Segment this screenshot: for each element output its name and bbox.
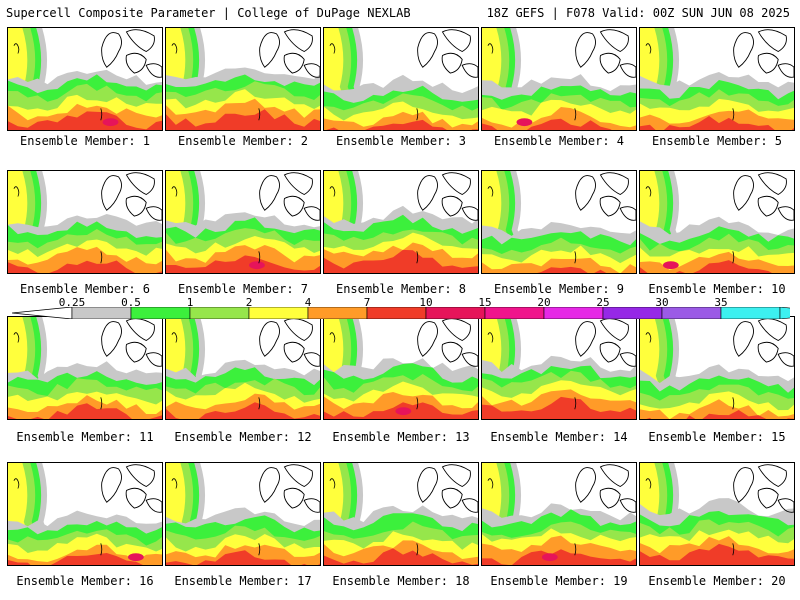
ensemble-member-label: Ensemble Member: 13	[332, 430, 470, 444]
color-scale-swatch	[248, 307, 309, 319]
ensemble-member-map	[165, 462, 321, 566]
ensemble-member-label: Ensemble Member: 14	[490, 430, 628, 444]
ensemble-member-label: Ensemble Member: 5	[651, 134, 783, 148]
ensemble-member-map	[7, 462, 163, 566]
ensemble-member-map	[7, 316, 163, 420]
ensemble-member-map	[323, 27, 479, 131]
color-scale-tick-label: 15	[478, 296, 492, 309]
color-scale-tick-label: 10	[419, 296, 433, 309]
ensemble-member-map	[165, 27, 321, 131]
color-scale-tick-label: 20	[537, 296, 551, 309]
ensemble-member-map	[639, 462, 795, 566]
color-scale-tick-label: 4	[304, 296, 312, 309]
ensemble-member-label: Ensemble Member: 12	[174, 430, 312, 444]
color-scale-tick-label: 35	[714, 296, 728, 309]
color-scale-bar	[12, 307, 790, 319]
map-title: Supercell Composite Parameter | College …	[6, 6, 411, 20]
ensemble-member-map	[481, 27, 637, 131]
color-scale-tick-label: 0.25	[58, 296, 86, 309]
ensemble-member-map	[481, 316, 637, 420]
ensemble-member-label: Ensemble Member: 3	[335, 134, 467, 148]
ensemble-member-map	[639, 27, 795, 131]
ensemble-member-label: Ensemble Member: 2	[177, 134, 309, 148]
color-scale-swatch	[543, 307, 604, 319]
ensemble-member-map	[481, 170, 637, 274]
ensemble-member-map	[165, 170, 321, 274]
ensemble-member-label: Ensemble Member: 6	[19, 282, 151, 296]
color-scale-tick-label: 2	[245, 296, 253, 309]
ensemble-member-label: Ensemble Member: 19	[490, 574, 628, 588]
ensemble-member-map	[165, 316, 321, 420]
ensemble-member-map	[323, 170, 479, 274]
run-valid-time: 18Z GEFS | F078 Valid: 00Z SUN JUN 08 20…	[486, 6, 790, 20]
ensemble-member-label: Ensemble Member: 8	[335, 282, 467, 296]
ensemble-member-label: Ensemble Member: 18	[332, 574, 470, 588]
color-scale-swatch	[307, 307, 368, 319]
color-scale-tick-label: 30	[655, 296, 669, 309]
ensemble-member-label: Ensemble Member: 17	[174, 574, 312, 588]
color-scale-swatch	[484, 307, 545, 319]
ensemble-member-label: Ensemble Member: 15	[648, 430, 786, 444]
ensemble-member-label: Ensemble Member: 10	[648, 282, 786, 296]
ensemble-member-label: Ensemble Member: 1	[19, 134, 151, 148]
color-scale-swatch	[602, 307, 663, 319]
ensemble-member-label: Ensemble Member: 16	[16, 574, 154, 588]
color-scale-swatch	[661, 307, 722, 319]
color-scale-tick-label: 0.5	[121, 296, 141, 309]
ensemble-member-map	[7, 170, 163, 274]
ensemble-member-map	[323, 462, 479, 566]
color-scale-tick-label: 25	[596, 296, 610, 309]
ensemble-member-label: Ensemble Member: 4	[493, 134, 625, 148]
color-scale-swatch	[366, 307, 427, 319]
ensemble-member-map	[323, 316, 479, 420]
color-scale-swatch	[425, 307, 486, 319]
ensemble-member-label: Ensemble Member: 11	[16, 430, 154, 444]
ensemble-member-map	[7, 27, 163, 131]
color-scale-tick-label: 1	[186, 296, 194, 309]
ensemble-member-map	[639, 316, 795, 420]
color-scale-swatch	[189, 307, 250, 319]
color-scale-swatch	[720, 307, 781, 319]
color-scale-tick-label: 7	[363, 296, 371, 309]
ensemble-member-map	[639, 170, 795, 274]
ensemble-member-label: Ensemble Member: 20	[648, 574, 786, 588]
ensemble-member-map	[481, 462, 637, 566]
ensemble-member-label: Ensemble Member: 9	[493, 282, 625, 296]
ensemble-member-label: Ensemble Member: 7	[177, 282, 309, 296]
